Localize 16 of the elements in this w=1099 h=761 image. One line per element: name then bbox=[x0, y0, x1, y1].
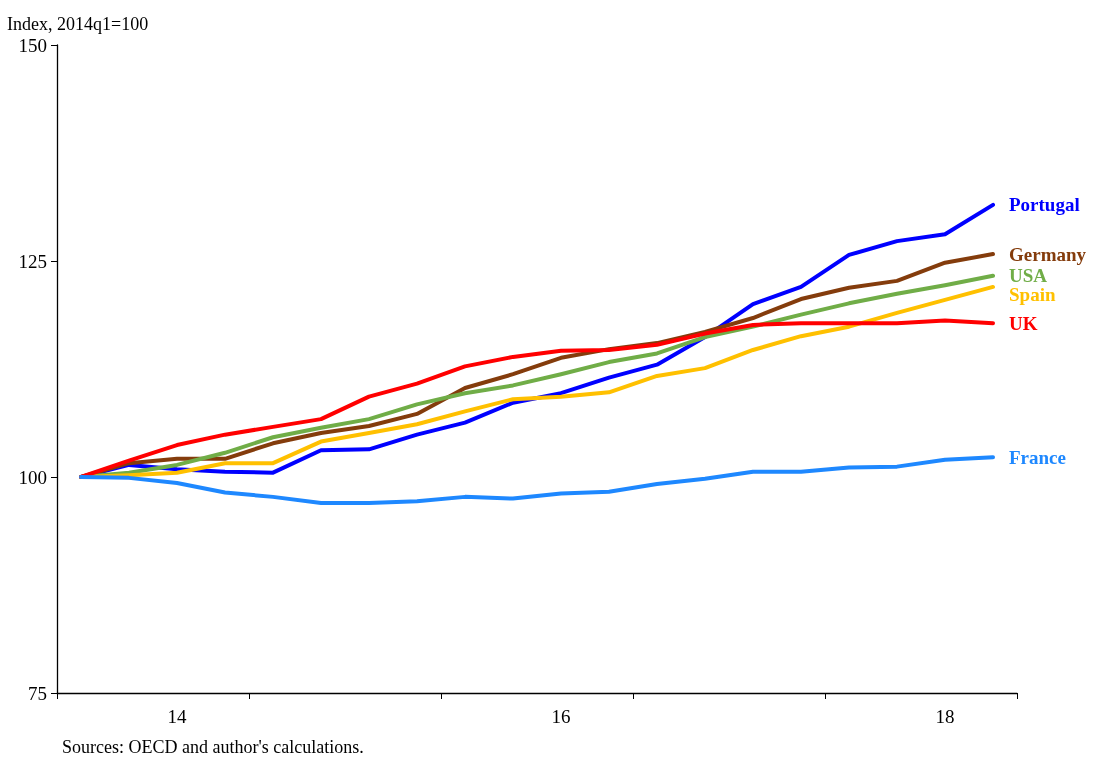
line-series bbox=[79, 455, 995, 505]
series-label: USA bbox=[1009, 265, 1048, 287]
y-tick-label: 125 bbox=[18, 250, 47, 272]
series-label: France bbox=[1009, 446, 1066, 468]
y-tick-label: 150 bbox=[18, 34, 47, 56]
x-tick-label: 18 bbox=[935, 706, 955, 727]
series-label: Portugal bbox=[1009, 194, 1080, 216]
series-label: UK bbox=[1009, 312, 1038, 334]
y-axis-title: Index, 2014q1=100 bbox=[7, 14, 149, 34]
series-label: Germany bbox=[1009, 243, 1087, 265]
source-note: Sources: OECD and author's calculations. bbox=[62, 737, 364, 757]
x-tick-label: 14 bbox=[167, 706, 187, 727]
y-tick-label: 100 bbox=[18, 466, 47, 488]
y-tick-label: 75 bbox=[28, 682, 47, 704]
series-label: Spain bbox=[1009, 284, 1056, 306]
x-tick-label: 16 bbox=[551, 706, 571, 727]
